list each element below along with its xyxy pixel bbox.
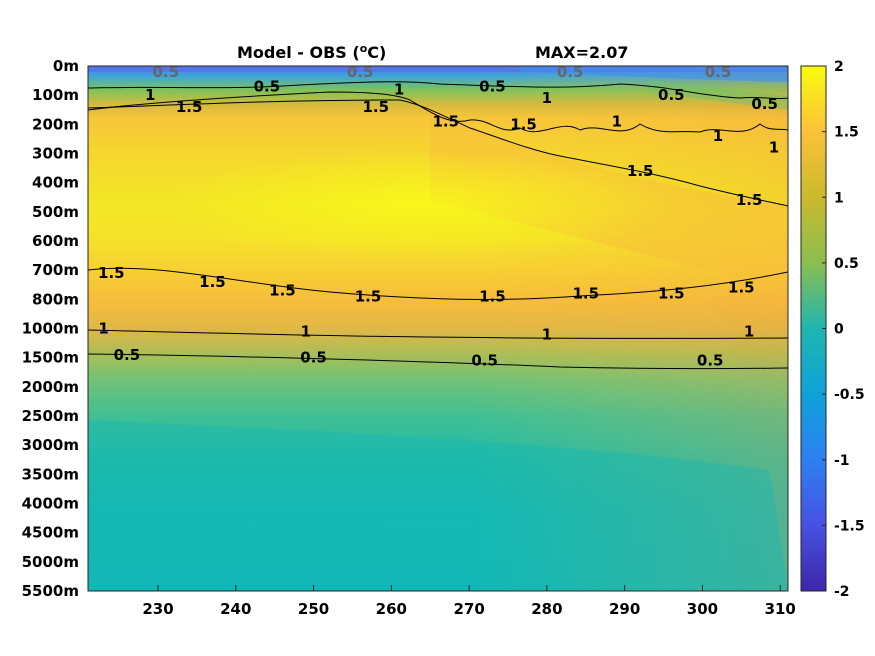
colorbar-tick-label: 0	[834, 322, 844, 338]
y-tick-label: 600m	[32, 232, 79, 250]
x-axis-ticks: 230 240 250 260 270 280 290 300 310	[142, 585, 796, 618]
y-tick-label: 2500m	[22, 407, 79, 425]
chart-max-label: MAX=2.07	[535, 43, 629, 62]
colorbar	[800, 65, 827, 592]
contour-label: 1	[394, 80, 404, 98]
x-tick-label: 250	[298, 600, 329, 618]
plot-frame	[87, 65, 789, 592]
y-tick-label: 4000m	[22, 495, 79, 513]
x-tick-label: 280	[531, 600, 562, 618]
contour-label: 1	[713, 127, 723, 145]
contour-label: 1.5	[199, 273, 226, 291]
contour-label: 0.5	[114, 346, 141, 364]
x-tick-label: 300	[687, 600, 718, 618]
y-tick-label: 1000m	[22, 320, 79, 338]
contour-label: 1.5	[510, 115, 537, 133]
chart-title: Model - OBS (oC)	[237, 42, 386, 62]
y-axis-ticks: 0m 100m 200m 300m 400m 500m 600m 700m 800m 1000m 1…	[22, 57, 79, 600]
y-tick-label: 800m	[32, 290, 79, 308]
contour-label: 1.5	[658, 285, 685, 303]
y-tick-label: 3500m	[22, 465, 79, 483]
colorbar-tick-label: -1	[834, 453, 850, 469]
contour-label: 1.5	[355, 287, 382, 305]
contour-label: 1.5	[432, 112, 459, 130]
y-tick-label: 300m	[32, 145, 79, 163]
x-tick-label: 270	[453, 600, 484, 618]
x-tick-label: 240	[220, 600, 251, 618]
contour-label: 1.5	[176, 98, 203, 116]
x-tick-label: 310	[765, 600, 796, 618]
heatmap-field	[88, 66, 788, 591]
contour-label: 0.5	[300, 349, 327, 367]
colorbar-tick-label: 1.5	[834, 125, 859, 141]
contour-label: 0.5	[705, 63, 732, 81]
x-tick-label: 230	[142, 600, 173, 618]
contour-label: 0.5	[751, 95, 778, 113]
colorbar-tick-label: -1.5	[834, 518, 865, 534]
colorbar-tick-label: 0.5	[834, 256, 859, 272]
contour-label: 1	[98, 320, 108, 338]
contour-labels: 0.5 0.5 0.5 0.5 0.5 0.5 0.5 0.5 1 1 1 1 1 1 1.5 1.5 1.5 1…	[98, 63, 779, 370]
contour-label: 0.5	[254, 77, 281, 95]
y-tick-label: 1500m	[22, 349, 79, 367]
contour-label: 1.5	[98, 264, 125, 282]
contour-label: 1	[145, 86, 155, 104]
y-tick-label: 700m	[32, 261, 79, 279]
y-tick-label: 3000m	[22, 436, 79, 454]
contour-label: 1.5	[479, 287, 506, 305]
contour-label: 0.5	[471, 352, 498, 370]
contour-label: 1.5	[269, 282, 296, 300]
contour-label: 1	[301, 322, 311, 340]
contour-label: 1.5	[627, 162, 654, 180]
contour-label: 1	[612, 112, 622, 130]
contour-label: 1	[542, 325, 552, 343]
contour-label: 0.5	[658, 86, 685, 104]
y-tick-label: 400m	[32, 174, 79, 192]
contour-label: 1.5	[728, 279, 755, 297]
contour-label: 1.5	[362, 98, 389, 116]
colorbar-tick-label: 2	[834, 59, 844, 75]
contour-label: 0.5	[479, 77, 506, 95]
y-tick-label: 4500m	[22, 524, 79, 542]
colorbar-ticks: 2 1.5 1 0.5 0 -0.5 -1 -1.5 -2	[822, 59, 865, 600]
contour-label: 0.5	[697, 352, 724, 370]
contour-label: 0.5	[557, 63, 584, 81]
y-tick-label: 200m	[32, 115, 79, 133]
contour-label: 0.5	[152, 63, 179, 81]
contour-label: 1.5	[736, 191, 763, 209]
contour-label: 1.5	[572, 285, 599, 303]
x-tick-label: 260	[376, 600, 407, 618]
contour-lines	[88, 81, 788, 370]
contour-label: 0.5	[347, 63, 374, 81]
y-tick-label: 500m	[32, 203, 79, 221]
colorbar-tick-label: 1	[834, 190, 844, 206]
y-tick-label: 100m	[32, 86, 79, 104]
contour-label: 1	[744, 322, 754, 340]
y-tick-label: 5500m	[22, 582, 79, 600]
contour-label: 1	[769, 139, 779, 157]
colorbar-tick-label: -0.5	[834, 387, 865, 403]
colorbar-tick-label: -2	[834, 584, 850, 600]
y-tick-label: 0m	[53, 57, 79, 75]
contour-label: 1	[542, 89, 552, 107]
x-tick-label: 290	[609, 600, 640, 618]
y-tick-label: 5000m	[22, 553, 79, 571]
y-tick-label: 2000m	[22, 378, 79, 396]
